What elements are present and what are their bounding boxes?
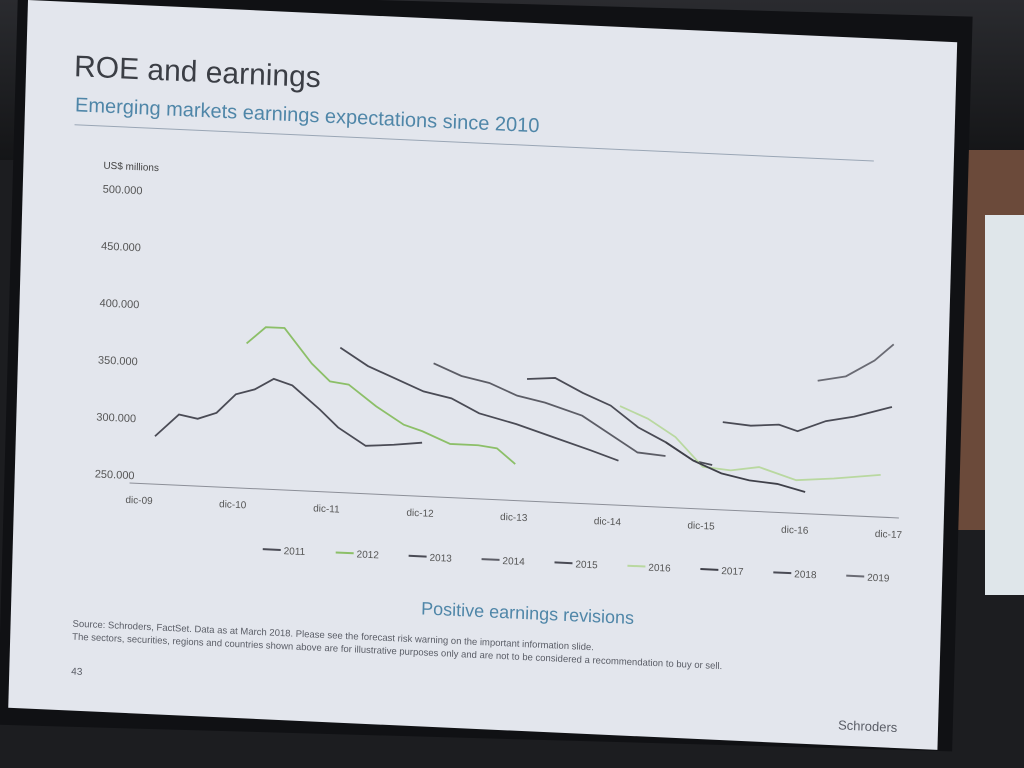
y-tick-label: 350.000 bbox=[98, 354, 138, 368]
x-tick-label: dic-09 bbox=[125, 495, 153, 507]
legend-swatch-2018 bbox=[773, 571, 792, 575]
x-tick-label: dic-10 bbox=[219, 499, 247, 511]
legend-label-2019: 2019 bbox=[867, 573, 890, 585]
legend-swatch-2016 bbox=[627, 564, 646, 568]
series-line-2017 bbox=[665, 441, 806, 493]
legend-label-2016: 2016 bbox=[648, 563, 671, 575]
series-line-2014 bbox=[433, 362, 666, 457]
legend-swatch-2014 bbox=[481, 558, 500, 561]
legend-label-2018: 2018 bbox=[794, 569, 817, 581]
x-tick-label: dic-14 bbox=[594, 516, 622, 528]
legend-swatch-2017 bbox=[700, 568, 719, 571]
brand-logo: Schroders bbox=[837, 717, 898, 736]
x-axis bbox=[129, 482, 899, 519]
x-tick-label: dic-13 bbox=[500, 512, 528, 524]
line-chart: US$ millions 250.000 300.000 350.000 400.000… bbox=[95, 161, 903, 585]
y-tick-label: 300.000 bbox=[96, 411, 136, 425]
legend-label-2014: 2014 bbox=[502, 556, 525, 568]
y-tick-label: 450.000 bbox=[101, 241, 141, 255]
series-line-2013 bbox=[339, 346, 619, 462]
x-tick-label: dic-16 bbox=[781, 525, 809, 537]
legend-swatch-2012 bbox=[335, 551, 354, 555]
slide: ROE and earnings Emerging markets earnin… bbox=[8, 0, 958, 750]
y-tick-label: 250.000 bbox=[95, 468, 135, 482]
y-tick-label: 400.000 bbox=[99, 298, 139, 312]
legend-swatch-2011 bbox=[262, 548, 281, 551]
legend-label-2011: 2011 bbox=[284, 546, 306, 558]
series-line-2016 bbox=[619, 405, 881, 482]
y-axis-label: US$ millions bbox=[103, 161, 159, 175]
series-line-2011 bbox=[154, 377, 423, 447]
legend-swatch-2019 bbox=[846, 574, 865, 578]
slide-title: ROE and earnings bbox=[73, 50, 322, 95]
x-tick-label: dic-11 bbox=[313, 503, 340, 515]
slide-subtitle: Emerging markets earnings expectations s… bbox=[74, 94, 540, 138]
second-screen bbox=[985, 215, 1024, 595]
series-line-2018 bbox=[722, 406, 893, 433]
page-number: 43 bbox=[71, 666, 83, 679]
x-tick-label: dic-12 bbox=[406, 508, 434, 520]
series-line-2019 bbox=[817, 343, 895, 382]
series-line-2015 bbox=[526, 377, 713, 466]
legend-swatch-2015 bbox=[554, 561, 573, 565]
legend-swatch-2013 bbox=[408, 554, 427, 558]
series-line-2012 bbox=[246, 326, 516, 465]
legend-label-2015: 2015 bbox=[575, 559, 598, 571]
x-tick-label: dic-15 bbox=[687, 520, 715, 532]
y-tick-label: 500.000 bbox=[103, 184, 143, 198]
legend-label-2012: 2012 bbox=[356, 549, 379, 561]
legend-label-2017: 2017 bbox=[721, 566, 744, 578]
legend-label-2013: 2013 bbox=[429, 553, 452, 565]
x-tick-label: dic-17 bbox=[875, 529, 903, 541]
